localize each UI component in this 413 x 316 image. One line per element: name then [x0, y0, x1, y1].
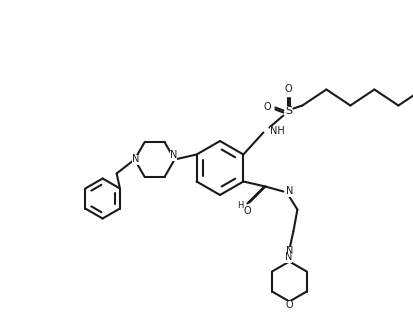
Text: O: O — [285, 84, 292, 94]
Text: N: N — [170, 150, 177, 161]
Text: H: H — [237, 201, 244, 210]
Text: N: N — [285, 252, 292, 263]
Text: N: N — [286, 246, 293, 257]
Text: O: O — [285, 301, 293, 311]
Text: O: O — [263, 102, 271, 112]
Text: S: S — [285, 106, 292, 116]
Text: N: N — [286, 186, 293, 197]
Text: O: O — [244, 205, 251, 216]
Text: N: N — [132, 155, 139, 165]
Text: NH: NH — [271, 126, 285, 137]
